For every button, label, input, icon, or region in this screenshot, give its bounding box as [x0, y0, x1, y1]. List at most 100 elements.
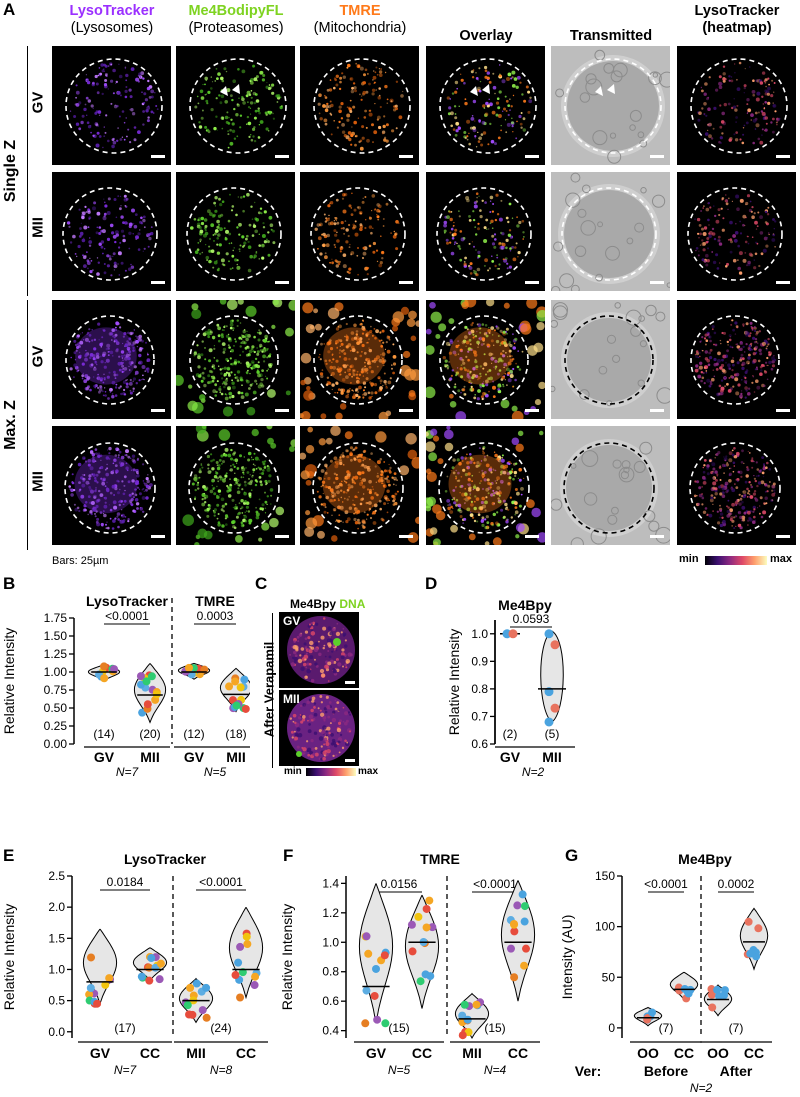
signal-dot	[474, 394, 476, 396]
signal-dot	[503, 107, 506, 111]
signal-dot	[362, 197, 364, 199]
signal-dot	[213, 511, 216, 514]
signal-dot	[244, 346, 248, 350]
signal-dot	[390, 232, 392, 234]
signal-dot	[254, 93, 258, 96]
signal-dot	[364, 386, 367, 389]
signal-dot	[234, 472, 236, 474]
signal-dot	[232, 463, 235, 466]
signal-dot	[711, 227, 715, 231]
signal-dot	[108, 504, 110, 506]
signal-dot	[485, 487, 490, 492]
signal-dot	[124, 269, 127, 272]
signal-dot	[468, 371, 472, 375]
debris	[551, 385, 556, 393]
signal-dot	[479, 372, 482, 375]
signal-dot	[224, 115, 229, 120]
signal-dot	[196, 344, 199, 347]
signal-dot	[261, 243, 265, 248]
signal-dot	[147, 474, 149, 476]
signal-dot	[233, 361, 237, 365]
signal-dot	[319, 117, 323, 121]
signal-dot	[481, 384, 485, 388]
signal-dot	[333, 220, 336, 222]
signal-dot	[245, 501, 250, 505]
signal-dot	[493, 344, 495, 346]
signal-dot	[385, 477, 388, 481]
signal-dot	[698, 365, 703, 370]
signal-dot	[486, 370, 489, 373]
signal-dot	[362, 90, 367, 95]
signal-dot	[512, 346, 516, 350]
signal-dot	[250, 77, 254, 82]
signal-dot	[454, 116, 458, 120]
signal-dot	[488, 326, 490, 329]
signal-dot	[707, 202, 710, 205]
signal-dot	[494, 264, 497, 268]
signal-dot	[243, 341, 247, 345]
signal-dot	[200, 379, 204, 383]
signal-dot	[323, 118, 328, 123]
signal-dot	[81, 377, 84, 380]
signal-dot	[88, 340, 91, 343]
signal-dot	[472, 349, 474, 351]
signal-dot	[374, 81, 377, 84]
signal-dot	[355, 333, 358, 336]
signal-dot	[365, 377, 369, 381]
signal-dot	[772, 233, 774, 235]
signal-dot	[500, 245, 505, 250]
signal-dot	[740, 494, 744, 498]
signal-dot	[346, 455, 350, 459]
signal-dot	[478, 195, 480, 197]
signal-dot	[136, 345, 139, 348]
signal-dot	[324, 255, 328, 260]
signal-dot	[718, 140, 721, 144]
signal-dot	[254, 229, 258, 234]
heat-dot	[347, 652, 352, 657]
signal-dot	[754, 220, 758, 225]
signal-dot	[198, 476, 201, 479]
signal-dot	[742, 491, 744, 493]
signal-dot	[732, 461, 736, 465]
signal-dot	[737, 383, 741, 387]
signal-dot	[748, 252, 753, 257]
signal-dot	[326, 88, 330, 92]
signal-dot	[71, 481, 75, 485]
signal-dot	[107, 197, 111, 201]
micrograph-r2-c3	[300, 172, 419, 291]
signal-dot	[722, 72, 726, 76]
signal-dot	[740, 475, 743, 478]
signal-dot	[105, 347, 109, 351]
signal-dot	[201, 498, 204, 501]
signal-dot	[502, 516, 505, 519]
signal-dot	[710, 137, 714, 140]
signal-dot	[241, 467, 246, 472]
signal-dot	[112, 500, 117, 505]
signal-dot	[252, 91, 257, 96]
signal-dot	[231, 319, 234, 322]
outer-cell-signal	[432, 538, 441, 545]
heat-dot	[303, 752, 306, 755]
signal-dot	[738, 61, 742, 65]
heat-dot	[290, 730, 294, 734]
signal-dot	[694, 354, 697, 356]
signal-dot	[357, 391, 359, 393]
signal-dot	[744, 386, 748, 390]
signal-dot	[227, 344, 230, 347]
heat-dot	[342, 627, 345, 630]
signal-dot	[132, 390, 135, 393]
signal-dot	[97, 454, 101, 458]
signal-dot	[698, 486, 702, 490]
outer-cell-signal	[437, 458, 444, 465]
signal-dot	[256, 352, 260, 356]
signal-dot	[215, 115, 218, 118]
signal-dot	[319, 358, 322, 361]
signal-dot	[489, 486, 492, 489]
signal-dot	[336, 347, 338, 349]
signal-dot	[736, 345, 740, 349]
debris	[603, 62, 615, 74]
signal-dot	[213, 201, 216, 205]
signal-dot	[765, 466, 768, 469]
signal-dot	[234, 338, 236, 340]
signal-dot	[766, 213, 770, 216]
